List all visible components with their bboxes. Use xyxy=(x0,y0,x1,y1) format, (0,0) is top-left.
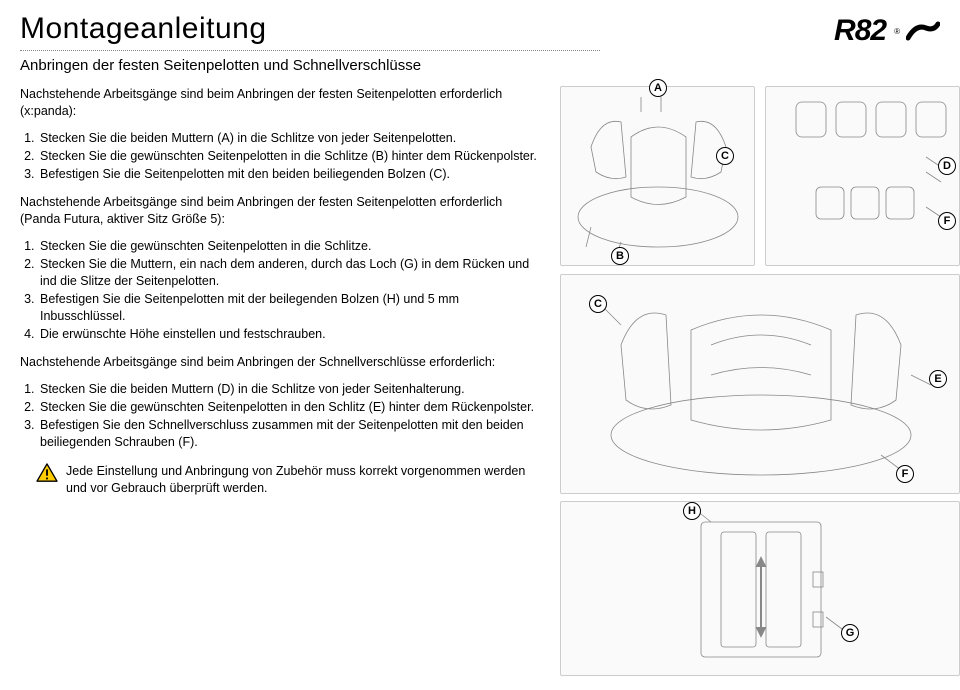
content-area: Nachstehende Arbeitsgänge sind beim Anbr… xyxy=(20,86,940,497)
registered-mark: ® xyxy=(894,27,900,36)
list-item: Stecken Sie die Muttern, ein nach dem an… xyxy=(38,256,540,290)
callout-f2: F xyxy=(896,465,914,483)
callout-f: F xyxy=(938,212,956,230)
header: Montageanleitung Anbringen der festen Se… xyxy=(20,12,940,86)
assembly-sketch-icon xyxy=(561,87,756,267)
list-item: Befestigen Sie die Seitenpelotten mit de… xyxy=(38,291,540,325)
diagram-middle: C E F xyxy=(560,274,960,494)
callout-g: G xyxy=(841,624,859,642)
assembly-sketch-icon xyxy=(561,275,960,495)
swoosh-icon xyxy=(906,20,940,42)
callout-c2: C xyxy=(589,295,607,313)
page-subtitle: Anbringen der festen Seitenpelotten und … xyxy=(20,57,834,74)
warning-box: Jede Einstellung und Anbringung von Zube… xyxy=(20,463,540,497)
list-item: Befestigen Sie den Schnellverschluss zus… xyxy=(38,417,540,451)
title-block: Montageanleitung Anbringen der festen Se… xyxy=(20,12,834,86)
section3-steps: Stecken Sie die beiden Muttern (D) in di… xyxy=(20,381,540,451)
page-title: Montageanleitung xyxy=(20,12,834,46)
list-item: Stecken Sie die gewünschten Seitenpelott… xyxy=(38,399,540,416)
section2-steps: Stecken Sie die gewünschten Seitenpelott… xyxy=(20,238,540,342)
list-item: Stecken Sie die gewünschten Seitenpelott… xyxy=(38,148,540,165)
list-item: Stecken Sie die beiden Muttern (A) in di… xyxy=(38,130,540,147)
list-item: Befestigen Sie die Seitenpelotten mit de… xyxy=(38,166,540,183)
section1-intro: Nachstehende Arbeitsgänge sind beim Anbr… xyxy=(20,86,540,120)
section1-steps: Stecken Sie die beiden Muttern (A) in di… xyxy=(20,130,540,183)
callout-a: A xyxy=(649,79,667,97)
diagram-top-right: D F xyxy=(765,86,960,266)
list-item: Stecken Sie die beiden Muttern (D) in di… xyxy=(38,381,540,398)
brand-text: R82 xyxy=(834,14,886,48)
list-item: Stecken Sie die gewünschten Seitenpelott… xyxy=(38,238,540,255)
section3-intro: Nachstehende Arbeitsgänge sind beim Anbr… xyxy=(20,354,540,371)
diagram-bottom: H G xyxy=(560,501,960,676)
text-column: Nachstehende Arbeitsgänge sind beim Anbr… xyxy=(20,86,540,497)
assembly-sketch-icon xyxy=(561,502,960,677)
callout-c: C xyxy=(716,147,734,165)
brand-logo: R82 ® xyxy=(834,14,940,48)
list-item: Die erwünschte Höhe einstellen und fests… xyxy=(38,326,540,343)
callout-d: D xyxy=(938,157,956,175)
callout-e: E xyxy=(929,370,947,388)
divider xyxy=(20,50,600,51)
callout-h: H xyxy=(683,502,701,520)
warning-icon xyxy=(36,463,58,483)
assembly-sketch-icon xyxy=(766,87,960,267)
diagram-top-left: A C B xyxy=(560,86,755,266)
warning-text: Jede Einstellung und Anbringung von Zube… xyxy=(66,463,540,497)
section2-intro: Nachstehende Arbeitsgänge sind beim Anbr… xyxy=(20,194,540,228)
callout-b: B xyxy=(611,247,629,265)
diagram-column: A C B D F xyxy=(560,86,940,497)
